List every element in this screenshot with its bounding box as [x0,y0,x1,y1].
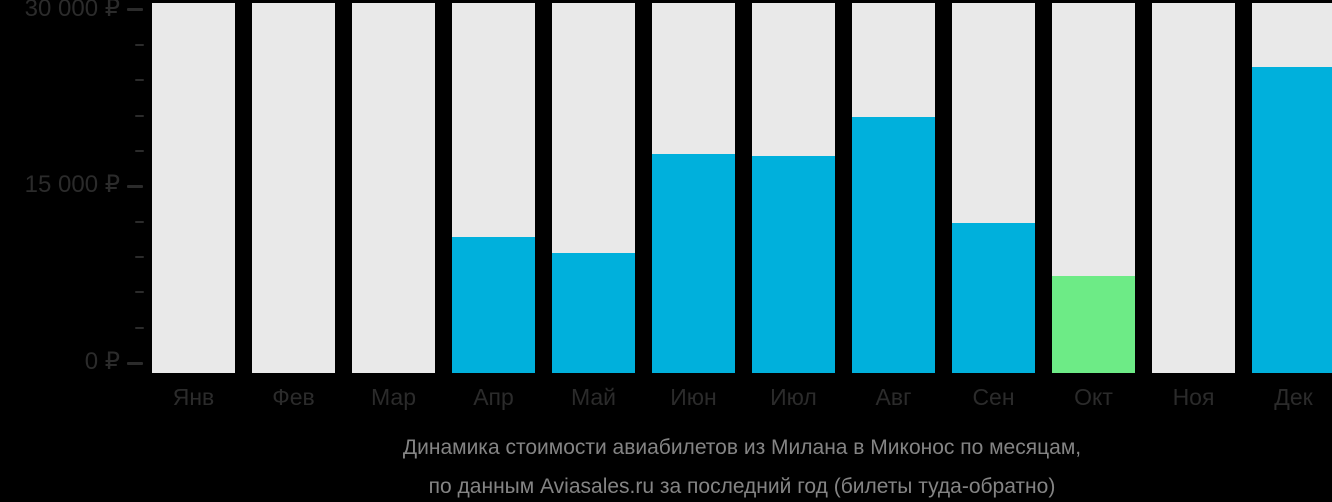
y-axis-label-30000: 30 000 ₽ [24,0,120,22]
y-minor-tick-6000 [135,291,144,294]
x-axis-label-nov: Ноя [1172,384,1215,410]
x-axis-label-jan: Янв [172,384,215,410]
x-axis-label-jun: Июн [670,384,717,410]
x-axis-label-mar: Мар [370,384,416,410]
y-minor-tick-27000 [135,43,144,46]
bar-apr[interactable] [452,236,535,373]
x-axis-label-feb: Фев [272,384,315,410]
bar-track-mar [352,3,435,373]
bar-may[interactable] [552,253,635,373]
y-minor-tick-12000 [135,220,144,223]
y-major-tick-30000 [127,8,143,11]
y-minor-tick-3000 [135,326,144,329]
y-major-tick-15000 [127,184,143,188]
bar-track-nov [1152,3,1235,373]
x-axis-label-apr: Апр [473,384,514,410]
bar-dec[interactable] [1252,67,1332,373]
x-axis-label-sep: Сен [972,384,1015,410]
y-minor-tick-21000 [135,114,144,117]
bar-track-jan [152,3,235,373]
y-major-tick-0 [127,361,143,365]
bar-jul[interactable] [752,155,835,373]
bar-track-feb [252,3,335,373]
y-axis-label-15000: 15 000 ₽ [24,171,120,199]
x-axis-label-jul: Июл [770,384,817,410]
x-axis-label-aug: Авг [875,384,912,410]
y-minor-tick-18000 [135,149,144,152]
chart-caption: Динамика стоимости авиабилетов из Милана… [152,428,1332,502]
chart-subtitle: по данным Aviasales.ru за последний год … [428,475,1056,498]
y-minor-tick-9000 [135,255,144,258]
x-axis-label-may: Май [570,384,617,410]
bar-aug[interactable] [852,116,935,373]
chart-title: Динамика стоимости авиабилетов из Милана… [402,436,1082,459]
y-axis-label-0: 0 ₽ [84,348,120,375]
bar-sep[interactable] [952,222,1035,373]
x-axis-label-oct: Окт [1074,384,1113,410]
y-minor-tick-24000 [135,79,144,82]
x-axis-label-dec: Дек [1274,384,1313,410]
bar-oct-lowest-price[interactable] [1052,275,1135,373]
bar-jun[interactable] [652,154,735,373]
